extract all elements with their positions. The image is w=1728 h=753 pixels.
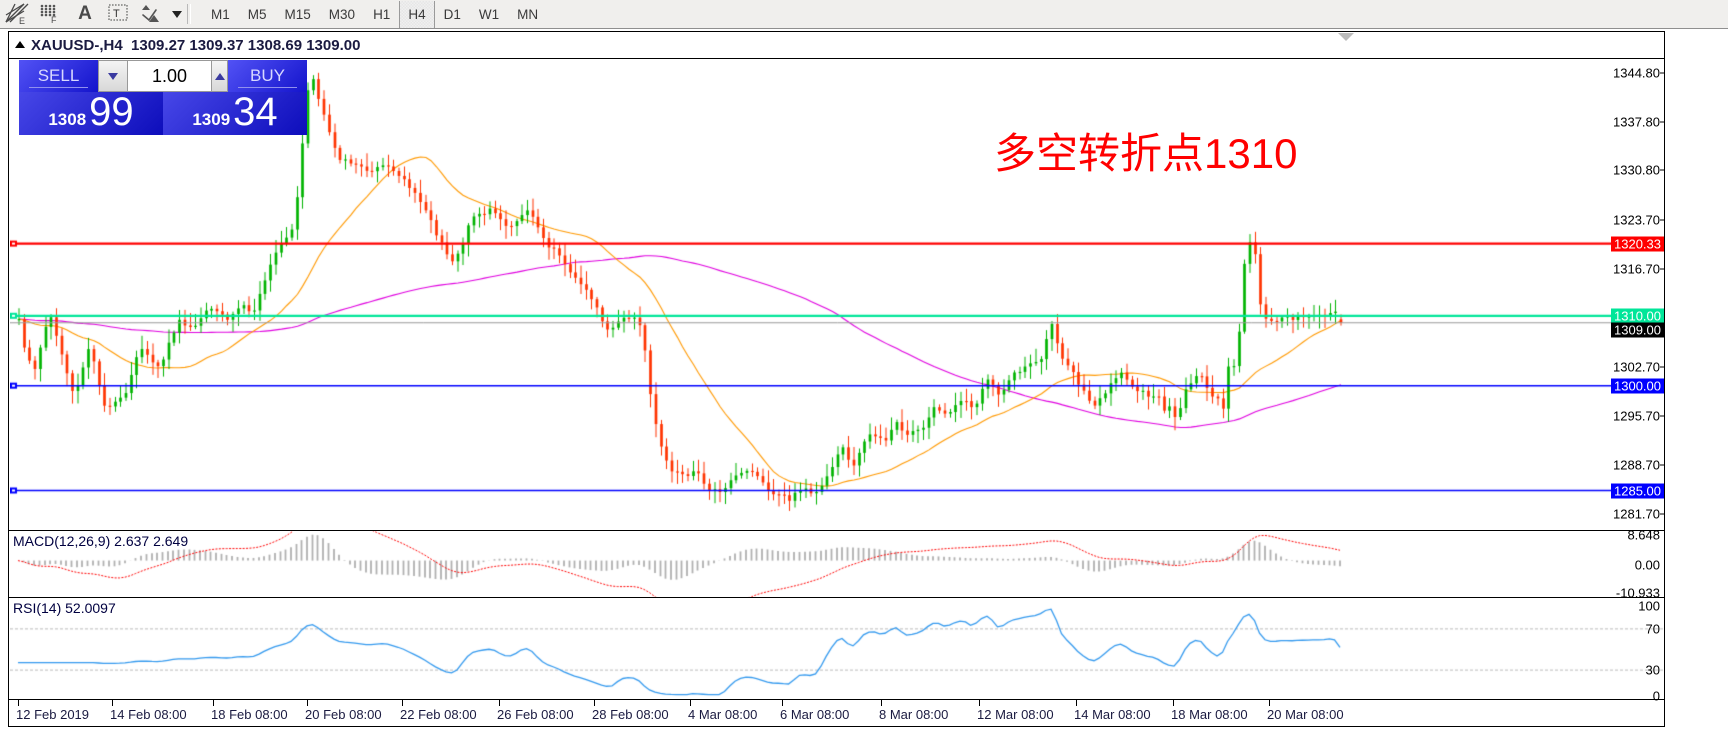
svg-text:T: T <box>113 8 120 20</box>
svg-text:F: F <box>51 15 57 24</box>
svg-text:E: E <box>19 16 25 25</box>
